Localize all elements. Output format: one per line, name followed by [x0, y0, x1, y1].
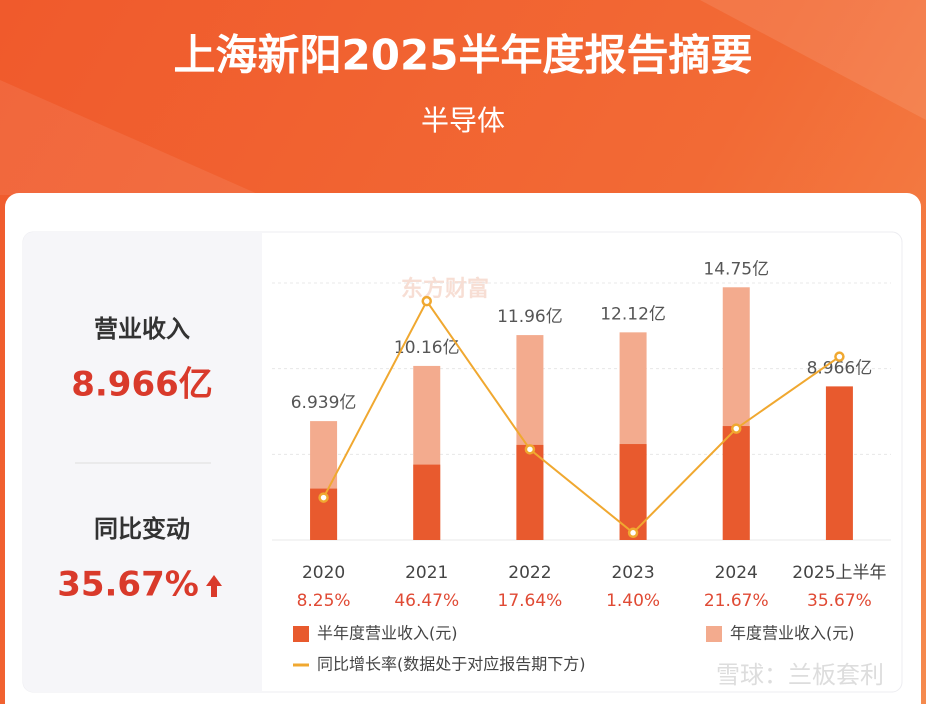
x-tick-label: 2021: [405, 563, 448, 583]
bar: [825, 386, 853, 540]
summary-label: 同比变动: [94, 515, 190, 543]
value-label: 6.939亿: [291, 393, 357, 413]
legend-label: 年度营业收入(元): [730, 624, 855, 643]
growth-point: [834, 351, 845, 362]
x-tick-label: 2022: [508, 563, 551, 583]
growth-point: [318, 492, 329, 503]
growth-label: 21.67%: [704, 591, 769, 611]
legend-swatch: [293, 626, 309, 642]
growth-point: [731, 423, 742, 434]
title: 上海新阳2025半年度报告摘要: [174, 31, 753, 80]
bar: [413, 464, 441, 540]
growth-point: [524, 444, 536, 455]
growth-label: 17.64%: [498, 591, 563, 611]
growth-label: 8.25%: [297, 591, 351, 611]
x-tick-label: 2023: [611, 563, 654, 583]
growth-point: [421, 295, 432, 307]
deco: [0, 80, 260, 195]
x-tick-label: 2025上半年: [792, 563, 886, 583]
growth-label: 1.40%: [606, 591, 660, 611]
growth-label: 35.67%: [807, 591, 872, 611]
up-arrow: [206, 575, 222, 597]
value-label: 8.966亿: [807, 358, 873, 378]
summary-value: 35.67%: [57, 565, 199, 605]
legend-label: 半年度营业收入(元): [317, 624, 458, 643]
bar: [722, 426, 750, 540]
legend-swatch: [706, 626, 722, 642]
bar: [516, 444, 544, 540]
value-label: 11.96亿: [497, 307, 563, 327]
growth-label: 46.47%: [394, 591, 459, 611]
watermark: 雪球：兰板套利: [716, 661, 884, 689]
subtitle: 半导体: [421, 104, 505, 137]
plot: 6.939亿 10.16亿 11.96亿 12.12亿 14.75亿 8.966亿 8.25…: [272, 259, 891, 674]
x-tick-label: 2024: [715, 563, 758, 583]
growth-point: [627, 527, 639, 539]
watermark: 东方财富: [401, 276, 489, 302]
summary-label: 营业收入: [94, 315, 190, 343]
growth-line: [322, 299, 840, 535]
value-label: 10.16亿: [394, 338, 460, 358]
deco: [700, 0, 926, 120]
summary-panel: [23, 232, 262, 692]
value-label: 12.12亿: [600, 304, 666, 324]
legend-label: 同比增长率(数据处于对应报告期下方): [317, 655, 586, 674]
value-label: 14.75亿: [703, 259, 769, 279]
x-tick-label: 2020: [302, 563, 345, 583]
summary-value: 8.966亿: [71, 365, 213, 405]
